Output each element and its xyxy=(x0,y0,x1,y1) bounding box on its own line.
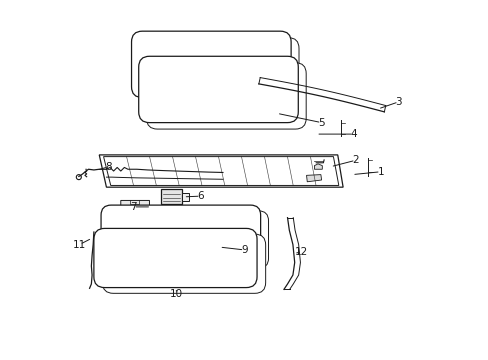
Text: 9: 9 xyxy=(241,245,247,255)
Text: 12: 12 xyxy=(295,247,308,257)
Text: 8: 8 xyxy=(105,162,111,172)
Text: 7: 7 xyxy=(130,202,136,212)
Text: 10: 10 xyxy=(169,289,183,299)
Polygon shape xyxy=(99,155,343,187)
FancyBboxPatch shape xyxy=(139,38,298,104)
FancyBboxPatch shape xyxy=(146,63,305,129)
Text: 2: 2 xyxy=(352,155,358,165)
Polygon shape xyxy=(306,175,321,182)
Polygon shape xyxy=(314,164,322,169)
Text: 6: 6 xyxy=(197,191,203,201)
Text: 3: 3 xyxy=(395,97,401,107)
Text: 1: 1 xyxy=(377,167,383,177)
Text: 11: 11 xyxy=(73,239,86,249)
Text: 5: 5 xyxy=(318,118,324,128)
FancyBboxPatch shape xyxy=(131,31,290,98)
Bar xyxy=(161,189,182,204)
FancyBboxPatch shape xyxy=(102,234,265,293)
FancyBboxPatch shape xyxy=(101,205,260,262)
Text: 4: 4 xyxy=(350,129,356,139)
Polygon shape xyxy=(121,201,149,210)
Bar xyxy=(182,193,188,201)
FancyBboxPatch shape xyxy=(139,56,298,123)
FancyBboxPatch shape xyxy=(109,211,268,268)
FancyBboxPatch shape xyxy=(94,228,257,288)
